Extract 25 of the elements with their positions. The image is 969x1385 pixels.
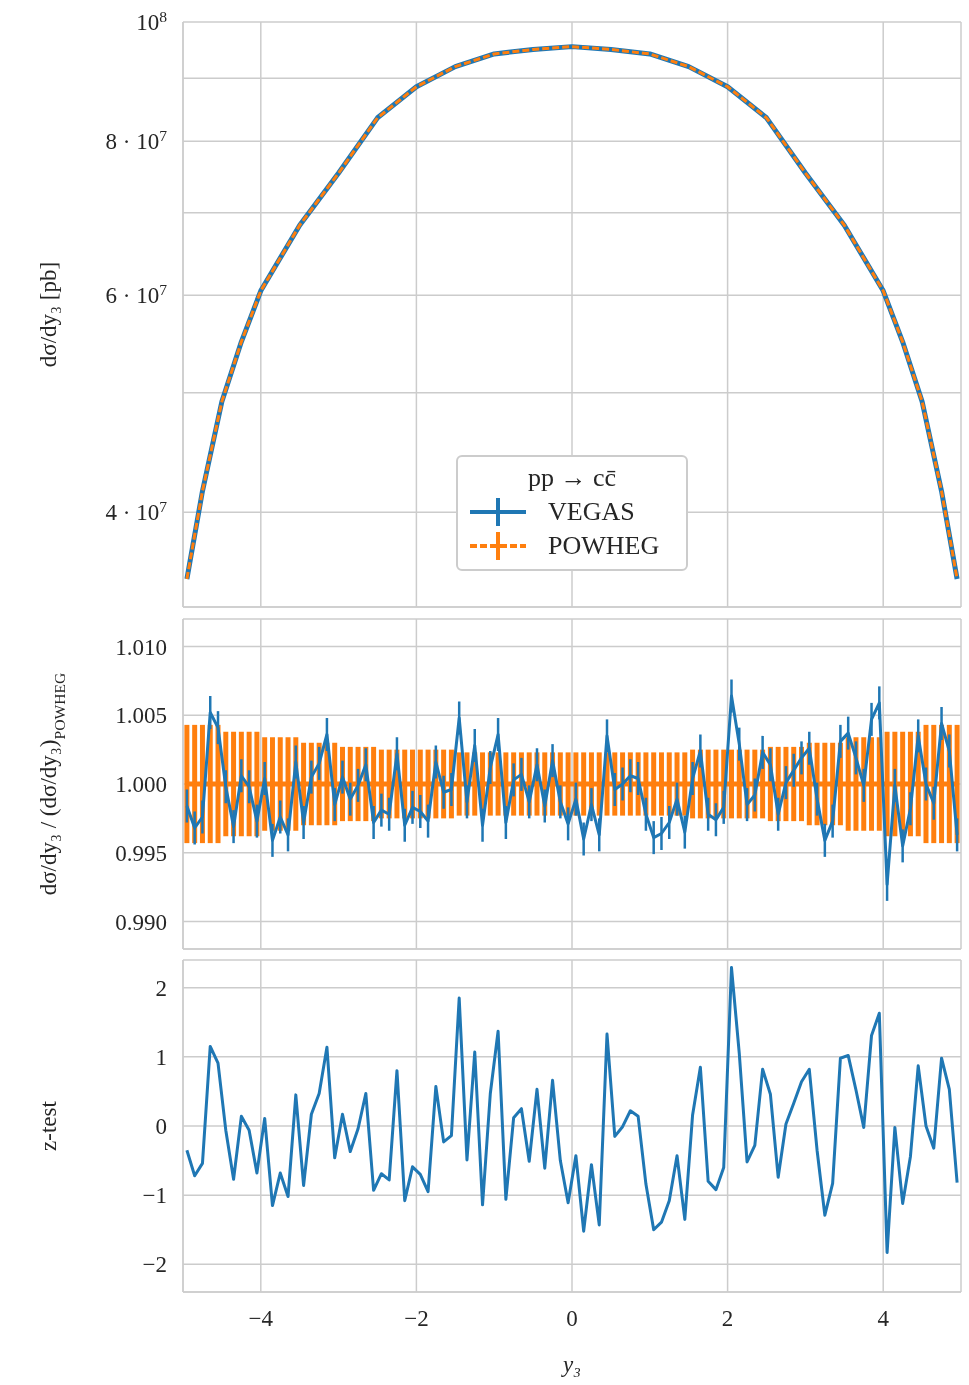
- y-tick-label: −1: [142, 1183, 167, 1209]
- y-tick-label: 0: [155, 1114, 167, 1140]
- y-tick-label: 8 · 10$^{7}$: [105, 126, 168, 155]
- legend-label: POWHEG: [548, 531, 660, 561]
- y-tick-label: 0.995: [115, 840, 167, 866]
- x-tick-label: 4: [877, 1306, 890, 1332]
- x-tick-label: 2: [721, 1306, 734, 1332]
- y-tick-label: 10$^{8}$: [136, 7, 168, 36]
- y-tick-label: 4 · 10$^{7}$: [105, 497, 168, 526]
- x-axis-title: y₃: [560, 1352, 582, 1377]
- x-tick-label: −2: [404, 1306, 429, 1332]
- y-axis-title: z-test: [36, 1100, 61, 1151]
- y-axis-title: dσ/dy₃ [pb]: [36, 261, 61, 368]
- x-tick-label: −4: [248, 1306, 274, 1332]
- y-tick-label: 1.010: [115, 634, 167, 660]
- x-tick-label: 0: [566, 1306, 578, 1332]
- y-tick-label: 6 · 10$^{7}$: [105, 280, 168, 309]
- y-tick-label: 2: [155, 975, 167, 1001]
- y-tick-label: 1.000: [115, 772, 167, 798]
- y-tick-label: 0.990: [115, 909, 167, 935]
- y-tick-label: −2: [142, 1252, 167, 1278]
- y-tick-label: 1: [155, 1044, 167, 1070]
- legend-title: pp → cc̄: [526, 463, 618, 493]
- y-tick-label: 1.005: [115, 703, 167, 729]
- legend-label: VEGAS: [548, 497, 635, 527]
